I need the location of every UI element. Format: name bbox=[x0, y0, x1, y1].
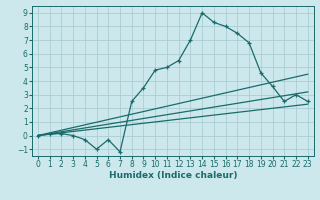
X-axis label: Humidex (Indice chaleur): Humidex (Indice chaleur) bbox=[108, 171, 237, 180]
